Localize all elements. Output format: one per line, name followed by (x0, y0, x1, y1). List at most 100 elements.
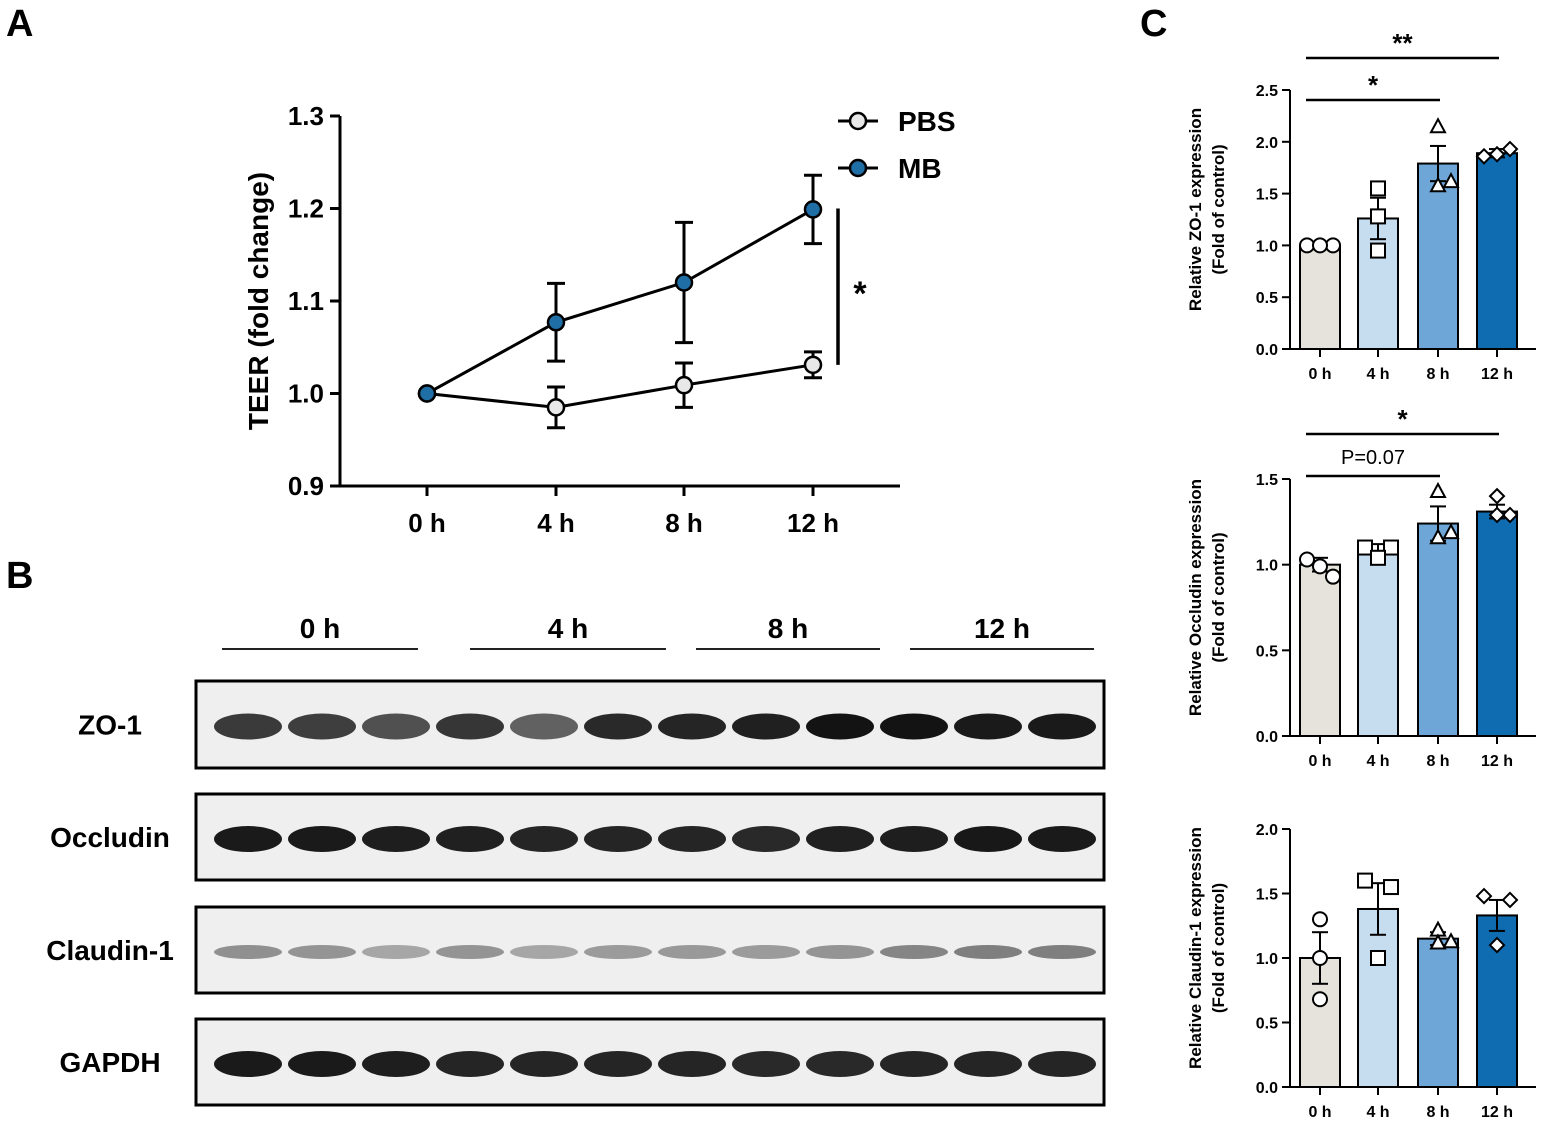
blot-band (288, 1051, 356, 1077)
data-point-pbs (546, 398, 566, 417)
bar (1299, 563, 1341, 738)
significance-label: * (1397, 404, 1408, 434)
legend-marker (848, 111, 868, 131)
blot-band (1028, 1051, 1096, 1077)
blot-band (510, 945, 578, 959)
replicate-point (1370, 208, 1386, 225)
replicate-point (1312, 237, 1328, 254)
y-axis-label: Relative Occludin expression (1186, 479, 1205, 716)
bar (1476, 510, 1518, 738)
x-tick-label: 0 h (1308, 753, 1331, 770)
x-tick-label: 4 h (1366, 753, 1389, 770)
replicate-point (1501, 891, 1519, 909)
y-tick-label: 0.9 (288, 471, 324, 501)
blot-band (806, 713, 874, 740)
replicate-point (1370, 242, 1386, 259)
y-tick-label: 1.5 (1256, 187, 1278, 204)
y-axis-label: TEER (fold change) (243, 172, 274, 430)
blot-band (880, 1051, 948, 1077)
series-line-pbs (426, 363, 814, 409)
blot-band (880, 945, 948, 959)
blot-band (362, 713, 430, 740)
x-tick-label: 12 h (787, 508, 839, 538)
series-line-mb (426, 208, 814, 395)
replicate-point (1312, 950, 1328, 966)
y-tick-label: 0.5 (1256, 1016, 1278, 1033)
blot-band (510, 713, 578, 740)
blot-band (954, 713, 1022, 740)
bar (1357, 549, 1399, 738)
x-tick-label: 8 h (665, 508, 703, 538)
y-tick-label: 2.0 (1256, 135, 1278, 152)
blot-band (732, 945, 800, 959)
replicate-point (1312, 558, 1328, 575)
replicate-point (1357, 872, 1373, 889)
x-tick-label: 8 h (1426, 753, 1449, 770)
y-tick-label: 0.0 (1256, 342, 1278, 359)
bar (1299, 244, 1341, 350)
replicate-point (1442, 932, 1460, 949)
blot-band (806, 945, 874, 959)
panel-label-a: A (6, 3, 33, 45)
blot-band (214, 826, 282, 852)
group-label: 12 h (974, 613, 1030, 644)
significance-label: ** (1392, 28, 1413, 58)
data-point-mb (417, 384, 437, 403)
blot-band (732, 713, 800, 740)
blot-band (510, 1051, 578, 1077)
blot-band (1028, 713, 1096, 740)
blot-band (584, 945, 652, 959)
y-tick-label: 0.5 (1256, 643, 1278, 660)
bar-chart-1: 0.0 0.5 1.0 1.5 2.0 2.5 Relative ZO-1 expressi… (1186, 28, 1536, 383)
x-tick-label: 0 h (408, 508, 446, 538)
replicate-point (1370, 950, 1386, 966)
y-tick-label: 0.0 (1256, 1080, 1278, 1097)
blot-band (954, 826, 1022, 852)
legend-label-mb: MB (898, 153, 942, 184)
significance-label: * (1368, 70, 1379, 100)
bar-chart-2: 0.0 0.5 1.0 1.5 Relative Occludin expression… (1186, 404, 1536, 770)
panel-label-c: C (1140, 3, 1167, 45)
replicate-point (1429, 528, 1447, 545)
blot-band (288, 826, 356, 852)
blot-band (436, 945, 504, 959)
blot-band (214, 1051, 282, 1077)
y-axis-label: (Fold of control) (1209, 532, 1228, 662)
blot-band (584, 713, 652, 740)
significance-label: * (853, 275, 867, 313)
y-tick-label: 0.0 (1256, 729, 1278, 746)
y-tick-label: 1.0 (1256, 238, 1278, 255)
blot-band (584, 1051, 652, 1077)
blot-band (880, 713, 948, 740)
blot-band (288, 713, 356, 740)
blot-band (288, 945, 356, 959)
x-tick-label: 12 h (1481, 753, 1513, 770)
bar-chart-3: 0.0 0.5 1.0 1.5 2.0 Relative Claudin-1 expres… (1186, 822, 1536, 1121)
replicate-point (1357, 539, 1373, 556)
replicate-point (1501, 506, 1519, 524)
blot-band (362, 826, 430, 852)
data-point-mb (546, 313, 566, 332)
y-tick-label: 1.0 (1256, 951, 1278, 968)
blot-band (214, 713, 282, 740)
blot-row-label: Claudin-1 (46, 935, 174, 966)
replicate-point (1429, 481, 1447, 498)
data-point-mb (803, 200, 823, 219)
blot-band (584, 826, 652, 852)
y-tick-label: 1.1 (288, 286, 324, 316)
western-blot: 0 h 4 h 8 h 12 h ZO-1 Occludin Claudin-1 GAPDH (46, 613, 1106, 1107)
teer-line-chart: 0.9 1.0 1.1 1.2 1.3 0 h 4 h 8 h 12 h TEER (fold c… (243, 101, 956, 538)
replicate-point (1429, 933, 1447, 950)
replicate-point (1299, 551, 1315, 568)
blot-band (658, 1051, 726, 1077)
bar (1417, 937, 1459, 1089)
blot-row-label: ZO-1 (78, 710, 142, 741)
replicate-point (1429, 176, 1447, 193)
y-tick-label: 1.0 (288, 379, 324, 409)
panel-label-b: B (6, 555, 33, 597)
replicate-point (1312, 911, 1328, 928)
y-tick-label: 1.5 (1256, 887, 1278, 904)
x-tick-label: 4 h (1366, 1104, 1389, 1121)
blot-band (436, 826, 504, 852)
